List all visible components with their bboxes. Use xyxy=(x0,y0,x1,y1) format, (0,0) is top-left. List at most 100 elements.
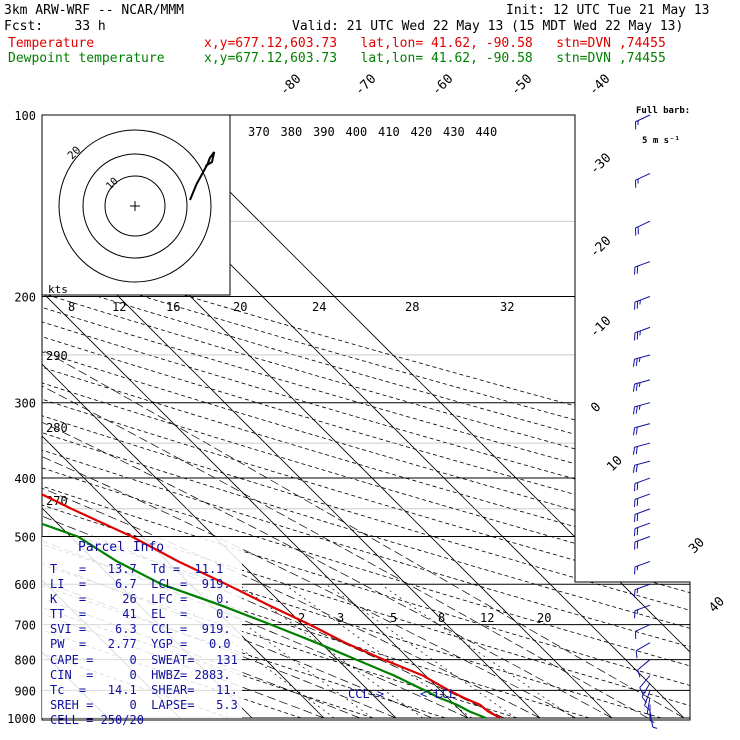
dewpoint-label: Dewpoint temperature xyxy=(8,51,165,66)
barb-legend-unit: 5 m s⁻¹ xyxy=(642,136,680,146)
hodograph-ring xyxy=(58,129,212,283)
isotherm-line xyxy=(42,115,469,719)
moist-adiabat xyxy=(42,220,649,719)
wind-barb xyxy=(632,402,651,415)
hodograph-box xyxy=(41,114,231,296)
dry-adiabat xyxy=(42,115,662,719)
parcel-info-row: K = 26 LFC = 0. xyxy=(50,592,231,607)
wind-barb xyxy=(632,460,651,473)
isotherm-label: -10 xyxy=(587,314,614,341)
pressure-tick-label: 500 xyxy=(14,530,36,544)
wind-barb xyxy=(632,379,651,392)
isotherm-label: 30 xyxy=(686,535,708,557)
kts-label: kts xyxy=(48,283,68,296)
moist-adiabat xyxy=(42,220,361,719)
mixing-ratio-low-label: 2 xyxy=(298,611,305,625)
isotherm-label: -40 xyxy=(586,72,613,99)
mixing-ratio-label: 32 xyxy=(500,300,514,314)
isotherm-label: -20 xyxy=(587,234,614,261)
wind-barb xyxy=(637,659,651,678)
chart-frame xyxy=(41,114,691,721)
wind-barb xyxy=(634,583,651,598)
dry-adiabat xyxy=(42,115,518,719)
dewpoint-location: x,y=677.12,603.73 lat,lon= 41.62, -90.58… xyxy=(204,51,666,66)
dry-adiabat xyxy=(42,115,690,719)
mixing-ratio-low-label: 12 xyxy=(480,611,494,625)
wind-barb xyxy=(634,114,651,130)
parcel-info-row: CIN = 0 HWBZ= 2883. xyxy=(50,667,231,682)
mixing-ratio-line xyxy=(190,583,373,719)
wind-barb xyxy=(635,642,651,659)
wind-barb xyxy=(649,711,658,729)
wind-barb xyxy=(634,172,651,188)
wind-barb xyxy=(634,493,651,508)
ccl-marker: CCL-> xyxy=(348,687,385,701)
isotherm-label: -50 xyxy=(508,72,535,99)
wind-barb xyxy=(634,522,651,537)
dry-adiabat xyxy=(42,115,690,719)
pressure-tick-label: 1000 xyxy=(7,712,36,726)
mixing-ratio-label: 12 xyxy=(112,300,126,314)
hodograph-ring xyxy=(82,153,188,259)
mixing-ratio-low-label: 20 xyxy=(537,611,551,625)
theta-e-label: 420 xyxy=(411,125,433,139)
temperature-label: Temperature xyxy=(8,36,95,51)
wind-barb xyxy=(634,220,651,236)
wind-barb xyxy=(634,508,651,522)
wind-barb xyxy=(634,477,651,492)
dry-adiabat xyxy=(42,115,446,719)
mixing-ratio-line xyxy=(238,583,424,719)
parcel-info-row: CAPE = 0 SWEAT= 131 xyxy=(50,652,238,667)
isotherm-line xyxy=(42,115,541,719)
mixing-ratio-low-label: 5 xyxy=(390,611,397,625)
pressure-tick-label: 800 xyxy=(14,654,36,668)
mixing-ratio-label: 20 xyxy=(233,300,247,314)
wind-barb xyxy=(634,536,651,550)
temperature-profile-line xyxy=(42,115,501,719)
init-time: Init: 12 UTC Tue 21 May 13 xyxy=(506,3,710,18)
parcel-info-box xyxy=(42,537,242,718)
pressure-tick-label: 300 xyxy=(14,397,36,411)
moist-adiabat xyxy=(42,220,685,719)
parcel-info-row: T = 13.7 Td = 11.1 xyxy=(50,562,224,576)
valid-time: Valid: 21 UTC Wed 22 May 13 (15 MDT Wed … xyxy=(292,19,684,34)
parcel-info-row: CELL = 250/20 xyxy=(50,712,144,727)
pressure-tick-label: 600 xyxy=(14,578,36,592)
theta-e-label: 380 xyxy=(281,125,303,139)
dry-adiabat xyxy=(42,115,690,719)
wind-barb xyxy=(644,690,651,712)
forecast-hour: Fcst: 33 h xyxy=(4,19,106,34)
wind-barb xyxy=(632,354,651,367)
mixing-ratio-label: 8 xyxy=(68,300,75,314)
isotherm-line xyxy=(152,115,690,719)
theta-label: 280 xyxy=(46,421,68,435)
theta-e-label: 370 xyxy=(248,125,270,139)
wind-barb xyxy=(632,442,651,455)
mixing-ratio-label: 28 xyxy=(405,300,419,314)
wind-barb xyxy=(634,326,651,341)
parcel-info-title: Parcel Info xyxy=(78,540,165,555)
theta-e-label: 440 xyxy=(476,125,498,139)
theta-e-label: 410 xyxy=(378,125,400,139)
mixing-ratio-label: 16 xyxy=(166,300,180,314)
lcl-marker: <-LCL xyxy=(420,687,457,701)
mixing-ratio-line xyxy=(325,583,517,719)
theta-label: 290 xyxy=(46,349,68,363)
parcel-info-row: SVI = 6.3 CCL = 919. xyxy=(50,622,231,637)
wind-barb xyxy=(634,560,651,575)
wind-barb xyxy=(634,604,651,619)
parcel-info-table: T = 13.7 Td = 11.1 LI = 6.7 LCL = 919. K =… xyxy=(50,562,238,728)
isotherm-label: 10 xyxy=(604,453,626,475)
model-title: 3km ARW-WRF -- NCAR/MMM xyxy=(4,3,185,18)
mixing-ratio-low-label: 8 xyxy=(438,611,445,625)
hodograph-ring xyxy=(104,175,166,237)
dry-adiabat xyxy=(42,115,690,719)
pressure-tick-label: 700 xyxy=(14,619,36,633)
theta-e-label: 400 xyxy=(346,125,368,139)
isotherm-label: -70 xyxy=(352,72,379,99)
barb-legend-title: Full barb: xyxy=(636,106,691,116)
theta-e-label: 390 xyxy=(313,125,335,139)
parcel-info-row: SREH = 0 LAPSE= 5.3 xyxy=(50,697,238,712)
moist-adiabat xyxy=(42,220,397,719)
